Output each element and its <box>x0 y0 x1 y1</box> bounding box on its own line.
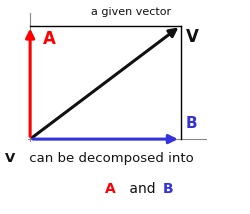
Text: B: B <box>185 116 196 131</box>
Text: V: V <box>5 152 15 165</box>
Text: a given vector: a given vector <box>90 7 170 17</box>
Text: A: A <box>105 182 116 196</box>
Text: V: V <box>185 28 198 46</box>
Text: can be decomposed into: can be decomposed into <box>25 152 193 165</box>
Text: A: A <box>42 30 55 48</box>
Text: and: and <box>125 182 160 196</box>
Text: B: B <box>162 182 173 196</box>
